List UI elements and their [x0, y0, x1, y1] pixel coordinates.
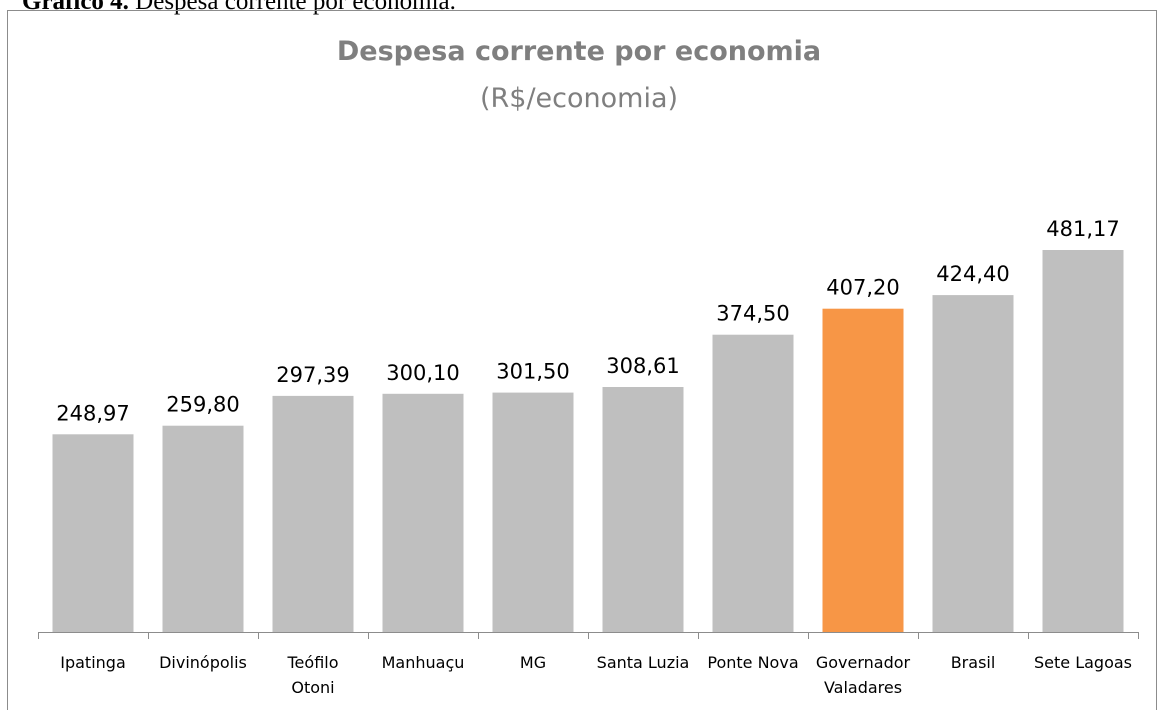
bar-manhuaçu: [382, 393, 464, 632]
bar-brasil: [932, 295, 1014, 632]
x-tick-label: MG: [520, 653, 546, 672]
data-label: 248,97: [56, 401, 129, 425]
data-label: 424,40: [936, 262, 1009, 286]
data-label: 301,50: [496, 360, 569, 384]
chart-subtitle: (R$/economia): [479, 83, 679, 114]
bar-sete-lagoas: [1042, 250, 1124, 632]
x-tick-label: Valadares: [824, 678, 902, 697]
data-label: 308,61: [606, 354, 679, 378]
data-label: 374,50: [716, 302, 789, 326]
x-tick-label: Ponte Nova: [707, 653, 798, 672]
chart-frame: [7, 10, 1157, 710]
x-tick-label: Santa Luzia: [597, 653, 690, 672]
x-tick-label: Sete Lagoas: [1034, 653, 1132, 672]
chart-title: Despesa corrente por economia: [336, 36, 822, 67]
x-tick-label: Teófilo: [287, 653, 339, 672]
data-label: 300,10: [386, 361, 459, 385]
data-label: 407,20: [826, 276, 899, 300]
bar-mg: [492, 392, 574, 632]
figure-caption: Gráfico 4. Despesa corrente por economia…: [22, 0, 456, 16]
x-tick-label: Otoni: [291, 678, 334, 697]
bar-teófilo-otoni: [272, 395, 354, 632]
bar-divinópolis: [162, 425, 244, 632]
x-tick-label: Divinópolis: [159, 653, 247, 672]
x-tick-label: Brasil: [951, 653, 996, 672]
x-tick-label: Manhuaçu: [382, 653, 465, 672]
data-label: 481,17: [1046, 217, 1119, 241]
x-tick-label: Governador: [816, 653, 911, 672]
bar-governador-valadares: [822, 308, 904, 632]
bar-ponte-nova: [712, 334, 794, 632]
bar-santa-luzia: [602, 387, 684, 632]
data-label: 297,39: [276, 363, 349, 387]
bar-ipatinga: [52, 434, 134, 632]
x-tick-label: Ipatinga: [60, 653, 126, 672]
caption-text: Despesa corrente por economia.: [135, 0, 456, 15]
data-label: 259,80: [166, 393, 239, 417]
caption-label: Gráfico 4.: [22, 0, 129, 15]
